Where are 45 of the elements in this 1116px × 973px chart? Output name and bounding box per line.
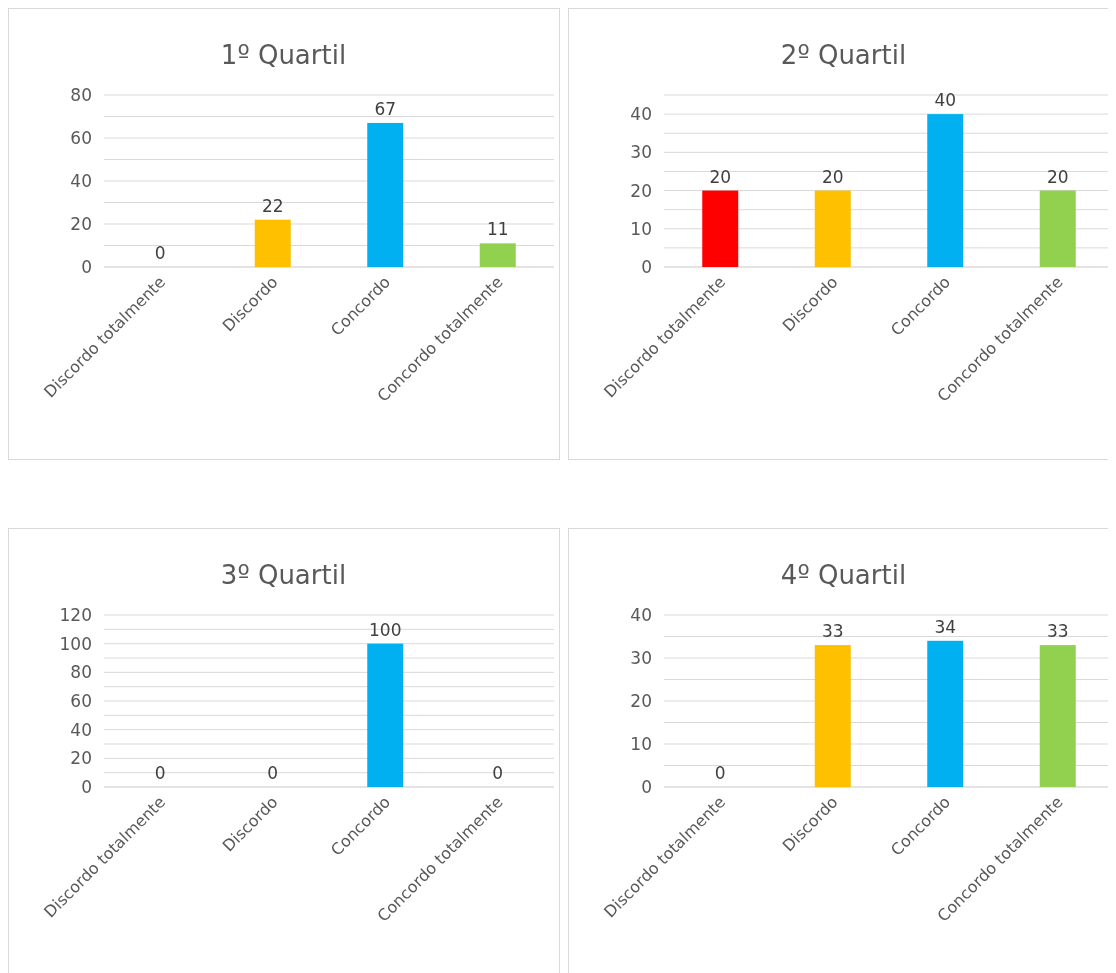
y-tick-label: 0 [81,256,92,277]
data-label: 20 [821,166,844,187]
y-tick-label: 0 [641,256,652,277]
data-label: 33 [1046,621,1069,642]
chart-title: 3º Quartil [220,560,347,590]
y-tick-label: 40 [70,719,92,740]
data-label: 0 [714,763,726,783]
data-label: 0 [154,243,166,263]
y-tick-label: 20 [70,748,92,769]
data-label: 34 [934,616,957,637]
data-label: 67 [374,98,397,119]
y-tick-label: 40 [630,104,652,125]
data-label: 0 [267,763,279,783]
data-label: 40 [934,90,957,111]
y-tick-label: 10 [630,733,652,754]
y-tick-label: 20 [630,690,652,711]
y-tick-label: 40 [70,170,92,191]
data-label: 100 [369,619,402,640]
y-tick-label: 20 [70,213,92,234]
data-label: 20 [1046,166,1069,187]
data-label: 22 [261,195,284,216]
y-tick-label: 30 [630,142,652,163]
chart-title: 4º Quartil [780,560,907,590]
data-label: 20 [709,166,732,187]
y-tick-label: 80 [70,84,92,105]
bar [479,243,516,267]
y-tick-label: 0 [641,776,652,797]
chart-title: 2º Quartil [780,40,907,70]
y-tick-label: 60 [70,690,92,711]
y-tick-label: 10 [630,218,652,239]
y-tick-label: 100 [59,633,92,654]
bar [367,122,404,267]
y-tick-label: 80 [70,662,92,683]
y-tick-label: 120 [59,604,92,625]
data-label: 0 [154,763,166,783]
data-label: 33 [821,621,844,642]
y-tick-label: 60 [70,127,92,148]
data-label: 0 [492,763,504,783]
chart-title: 1º Quartil [220,40,347,70]
y-tick-label: 0 [81,776,92,797]
data-label: 11 [486,219,509,240]
y-tick-label: 40 [630,604,652,625]
y-tick-label: 20 [630,180,652,201]
bar [254,219,291,267]
y-tick-label: 30 [630,647,652,668]
